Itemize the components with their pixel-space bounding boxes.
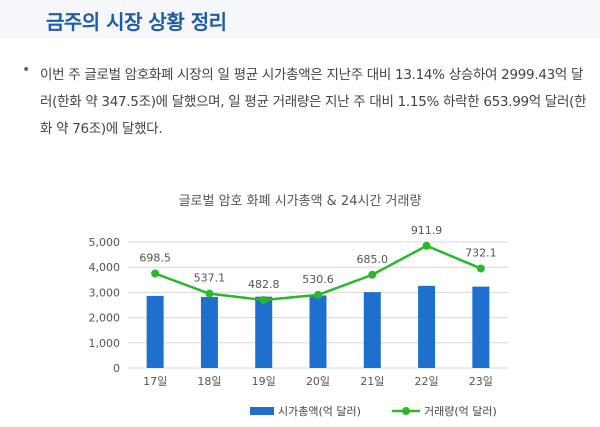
bar xyxy=(418,285,436,368)
y-tick-label: 0 xyxy=(113,362,120,375)
legend-label: 시가총액(억 달러) xyxy=(278,405,361,418)
line-point xyxy=(151,269,160,278)
bar xyxy=(309,295,327,368)
legend-marker xyxy=(402,407,410,415)
line-point xyxy=(476,264,485,273)
data-label: 685.0 xyxy=(357,253,389,266)
y-tick-label: 4,000 xyxy=(89,261,121,274)
x-tick-label: 19일 xyxy=(252,374,276,388)
page-title: 금주의 시장 상황 정리 xyxy=(46,10,227,34)
data-label: 537.1 xyxy=(194,272,226,285)
y-tick-label: 5,000 xyxy=(89,236,121,249)
legend-swatch-bar xyxy=(250,407,274,415)
data-label: 911.9 xyxy=(411,224,443,237)
y-tick-label: 3,000 xyxy=(89,286,121,299)
x-tick-label: 17일 xyxy=(143,374,167,388)
bullet-marker: • xyxy=(22,62,31,78)
bar xyxy=(146,295,164,368)
chart-title: 글로벌 암호 화폐 시가총액 & 24시간 거래량 xyxy=(178,194,422,209)
bar xyxy=(200,296,218,368)
x-tick-label: 21일 xyxy=(360,374,384,388)
x-tick-label: 18일 xyxy=(197,374,221,388)
line-point xyxy=(314,290,322,299)
line-point xyxy=(205,289,214,298)
data-label: 732.1 xyxy=(465,246,497,259)
data-label: 698.5 xyxy=(139,252,171,265)
bar xyxy=(363,292,381,368)
x-tick-label: 22일 xyxy=(415,374,439,388)
bar xyxy=(472,286,490,368)
data-label: 482.8 xyxy=(248,278,280,291)
header-bar xyxy=(0,0,600,38)
legend-label: 거래량(억 달러) xyxy=(424,405,497,418)
summary-text: 이번 주 글로벌 암호화폐 시장의 일 평균 시가총액은 지난주 대비 13.1… xyxy=(40,67,587,137)
bar xyxy=(255,296,273,368)
data-label: 530.6 xyxy=(302,273,334,286)
line-point xyxy=(368,270,377,279)
x-tick-label: 23일 xyxy=(469,374,493,388)
x-tick-label: 20일 xyxy=(306,374,330,388)
line-point xyxy=(422,241,431,250)
y-tick-label: 1,000 xyxy=(89,337,121,350)
y-tick-label: 2,000 xyxy=(89,312,121,325)
line-point xyxy=(259,295,268,304)
